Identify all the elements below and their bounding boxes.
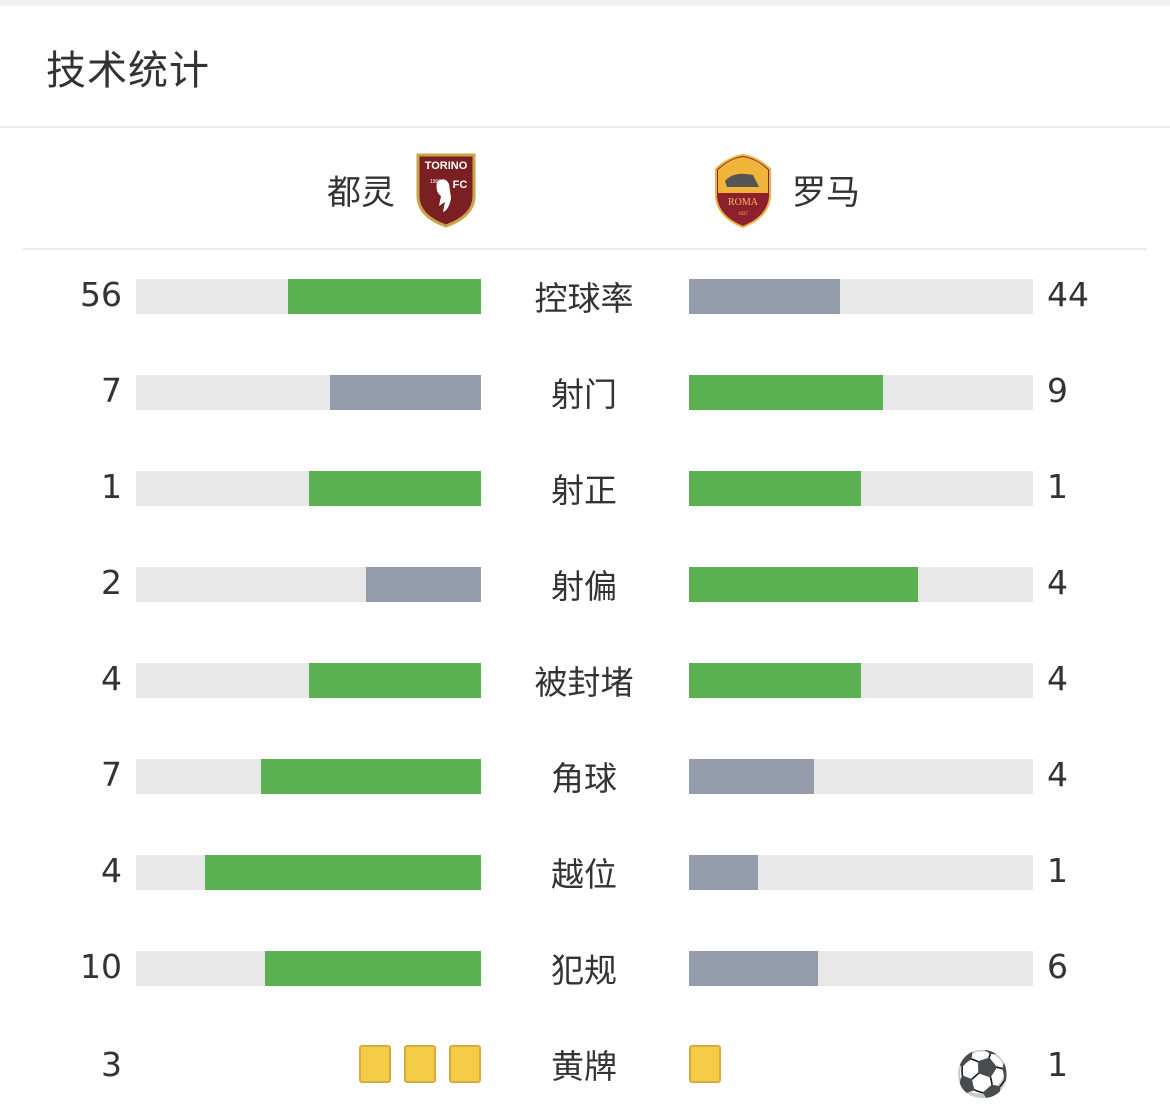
away-stat-value: 1	[1047, 467, 1068, 506]
home-stat-value: 4	[101, 659, 122, 698]
away-yellow-card-icon	[689, 1045, 721, 1083]
home-stat-value: 10	[80, 947, 122, 986]
home-stat-bar-fill	[308, 663, 481, 698]
away-team-name: 罗马	[792, 173, 860, 213]
away-stat-bar	[689, 375, 1033, 410]
home-stat-bar-fill	[366, 567, 481, 602]
watermark-logo: ⚽	[955, 1049, 1010, 1100]
away-stat-bar-fill	[689, 951, 818, 986]
stat-label: 控球率	[534, 279, 634, 318]
home-stat-bar-fill	[205, 855, 481, 890]
yellow-cards-label: 黄牌	[551, 1047, 617, 1086]
home-stat-value: 7	[101, 755, 122, 794]
away-stat-bar	[689, 663, 1033, 698]
home-stat-bar	[136, 663, 481, 698]
away-stat-value: 44	[1047, 275, 1089, 314]
away-stat-bar-fill	[689, 375, 883, 410]
away-stat-bar-fill	[689, 855, 758, 890]
home-stat-value: 4	[101, 851, 122, 890]
home-stat-value: 7	[101, 371, 122, 410]
stat-label: 被封堵	[534, 663, 634, 702]
home-stat-bar	[136, 375, 481, 410]
home-yellow-cards-value: 3	[101, 1045, 122, 1084]
away-stat-bar-fill	[689, 471, 861, 506]
home-stat-bar-fill	[265, 951, 481, 986]
home-stat-bar-fill	[308, 471, 481, 506]
away-stat-bar	[689, 759, 1033, 794]
home-stat-bar	[136, 567, 481, 602]
stat-label: 越位	[551, 855, 617, 894]
home-yellow-card-icon	[404, 1045, 436, 1083]
home-stat-bar-fill	[287, 279, 481, 314]
home-stat-value: 1	[101, 467, 122, 506]
svg-text:1927: 1927	[738, 212, 749, 217]
away-stat-value: 9	[1047, 371, 1068, 410]
away-stat-value: 4	[1047, 755, 1068, 794]
home-stat-bar	[136, 471, 481, 506]
home-stat-bar	[136, 951, 481, 986]
home-stat-bar	[136, 855, 481, 890]
away-stat-value: 4	[1047, 563, 1068, 602]
away-stat-bar	[689, 471, 1033, 506]
away-stat-bar	[689, 951, 1033, 986]
torino-logo-icon: TORINO FC 1906	[416, 153, 476, 228]
away-stat-bar-fill	[689, 663, 861, 698]
away-stat-value: 1	[1047, 851, 1068, 890]
home-team-name: 都灵	[327, 173, 395, 213]
away-stat-bar-fill	[689, 759, 815, 794]
away-stat-bar-fill	[689, 279, 841, 314]
away-stat-bar	[689, 279, 1033, 314]
page-title: 技术统计	[46, 48, 210, 94]
home-stat-bar	[136, 759, 481, 794]
away-yellow-cards-value: 1	[1047, 1045, 1068, 1084]
stat-label: 犯规	[551, 951, 617, 990]
home-yellow-card-icon	[359, 1045, 391, 1083]
svg-text:TORINO: TORINO	[425, 160, 468, 172]
home-stat-value: 2	[101, 563, 122, 602]
stat-label: 射偏	[551, 567, 617, 606]
roma-logo-icon: ROMA 1927	[715, 153, 771, 229]
away-stat-bar	[689, 567, 1033, 602]
top-separator	[0, 0, 1170, 6]
stat-label: 角球	[551, 759, 617, 798]
svg-text:ROMA: ROMA	[728, 197, 759, 208]
svg-text:1906: 1906	[430, 179, 441, 185]
home-stat-bar	[136, 279, 481, 314]
team-divider	[23, 248, 1147, 250]
home-yellow-card-icon	[449, 1045, 481, 1083]
header-divider	[0, 126, 1170, 128]
home-stat-bar-fill	[330, 375, 481, 410]
home-stat-bar-fill	[261, 759, 481, 794]
away-stat-value: 4	[1047, 659, 1068, 698]
stat-label: 射正	[551, 471, 617, 510]
home-stat-value: 56	[80, 275, 122, 314]
away-stat-bar-fill	[689, 567, 919, 602]
away-stat-bar	[689, 855, 1033, 890]
away-stat-value: 6	[1047, 947, 1068, 986]
svg-text:FC: FC	[453, 179, 468, 191]
stat-label: 射门	[551, 375, 617, 414]
